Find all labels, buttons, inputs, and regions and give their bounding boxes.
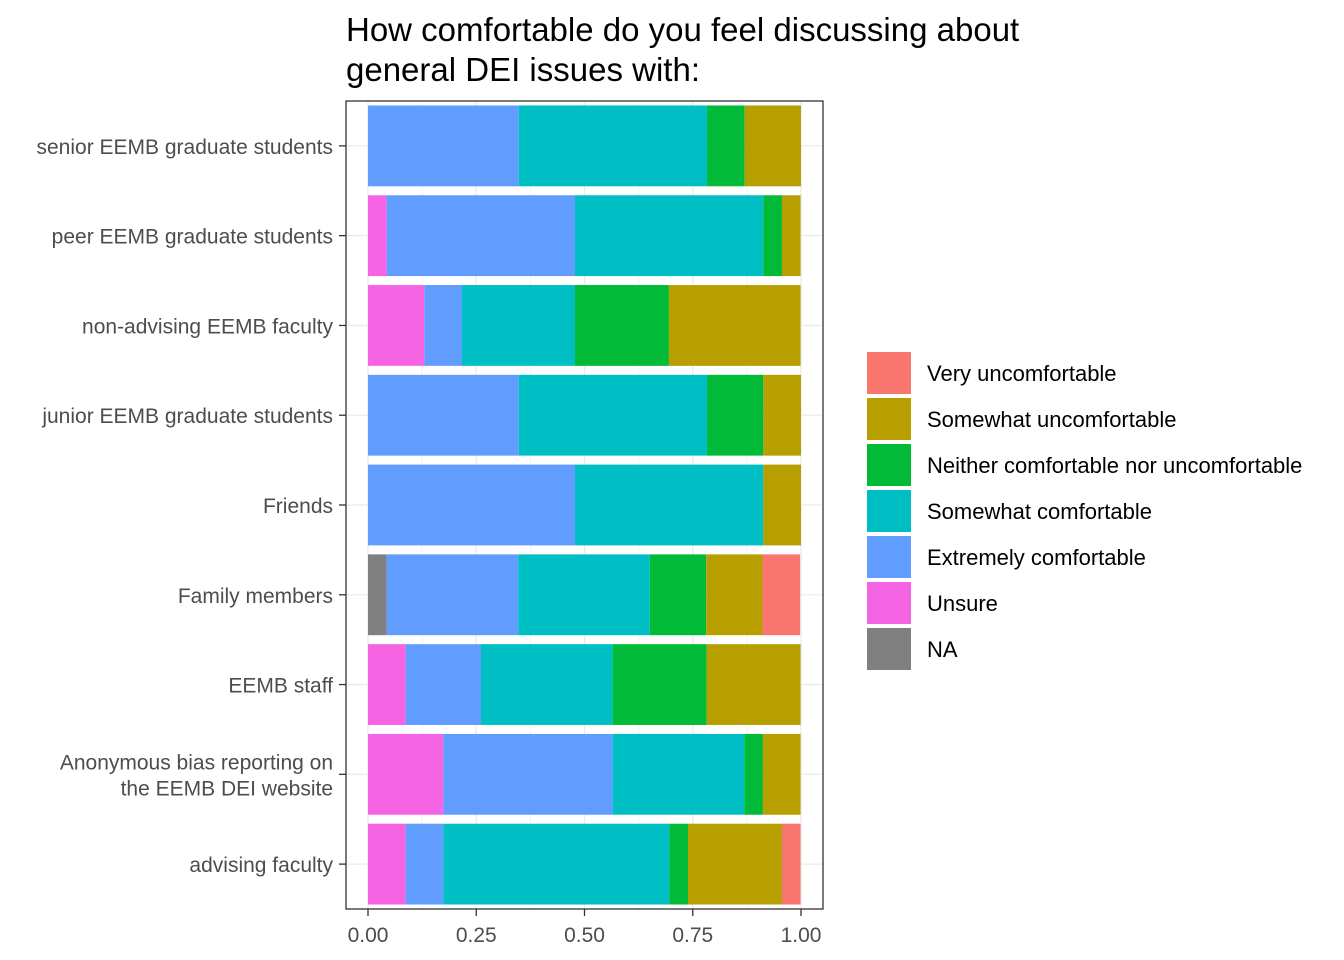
legend-key: [867, 398, 911, 440]
bar-segment: [744, 733, 763, 815]
bar-segment: [443, 823, 670, 905]
legend-label: Unsure: [927, 591, 998, 616]
y-tick-label: junior EEMB graduate students: [41, 405, 333, 428]
x-tick-label: 0.00: [348, 924, 389, 947]
legend-item: Extremely comfortable: [867, 535, 1337, 581]
legend-key: [867, 536, 911, 578]
legend-key: [867, 444, 911, 486]
bar-segment: [518, 554, 650, 636]
bar-segment: [368, 823, 406, 905]
bar-segment: [443, 733, 613, 815]
bar-segment: [687, 823, 782, 905]
bar-segment: [368, 374, 519, 456]
legend-label: Neither comfortable nor uncomfortable: [927, 453, 1303, 478]
bar-segment: [518, 105, 708, 187]
bar-segment: [368, 285, 425, 366]
x-tick-label: 0.25: [456, 924, 497, 947]
y-tick-label: Friends: [263, 495, 333, 518]
bar-segment: [518, 374, 708, 456]
legend-item: Very uncomfortable: [867, 351, 1337, 397]
bar-segment: [781, 823, 801, 905]
bar-segment: [612, 644, 707, 725]
x-tick-label: 0.75: [672, 924, 713, 947]
bar-segment: [368, 105, 519, 187]
bar-segment: [762, 733, 801, 815]
bar-segment: [706, 554, 763, 636]
chart-title-line-1: How comfortable do you feel discussing a…: [346, 11, 1020, 48]
bar-segment: [612, 733, 745, 815]
x-tick-label: 0.50: [564, 924, 605, 947]
bar-segment: [386, 554, 519, 636]
bar-segment: [368, 464, 575, 546]
bar-segment: [368, 554, 387, 636]
legend-key: [867, 628, 911, 670]
legend-label: Extremely comfortable: [927, 545, 1146, 570]
bar-segment: [386, 195, 575, 277]
y-tick-label: advising faculty: [189, 854, 333, 877]
chart-legend: Very uncomfortable Somewhat uncomfortable…: [867, 351, 1337, 673]
legend-item: Neither comfortable nor uncomfortable: [867, 443, 1337, 489]
bar-segment: [368, 733, 444, 815]
bar-segment: [424, 285, 462, 366]
bar-segment: [669, 823, 688, 905]
chart-title: How comfortable do you feel discussing a…: [346, 10, 1106, 90]
y-tick-label: Family members: [178, 585, 333, 608]
legend-key: [867, 582, 911, 624]
legend-label: Somewhat comfortable: [927, 499, 1152, 524]
bar-segment: [707, 374, 764, 456]
chart-title-line-2: general DEI issues with:: [346, 51, 700, 88]
bar-segment: [461, 285, 575, 366]
bar-segment: [405, 823, 444, 905]
y-tick-label: peer EEMB graduate students: [52, 226, 333, 249]
bar-segment: [762, 554, 801, 636]
legend-item: Somewhat uncomfortable: [867, 397, 1337, 443]
bar-segment: [707, 105, 745, 187]
bar-segment: [781, 195, 801, 277]
legend-label: Very uncomfortable: [927, 361, 1117, 386]
bar-segment: [668, 285, 801, 366]
bar-segment: [481, 644, 613, 725]
bar-segment: [763, 464, 801, 546]
y-tick-label: non-advising EEMB faculty: [82, 315, 333, 338]
bar-segment: [574, 464, 764, 546]
y-tick-label: EEMB staff: [228, 675, 333, 698]
bar-segment: [574, 195, 764, 277]
bar-segment: [744, 105, 801, 187]
legend-key: [867, 490, 911, 532]
legend-label: Somewhat uncomfortable: [927, 407, 1177, 432]
legend-key: [867, 352, 911, 394]
legend-label: NA: [927, 637, 958, 662]
bar-segment: [763, 374, 801, 456]
bar-segment: [368, 195, 387, 277]
y-tick-label: Anonymous bias reporting on: [60, 751, 333, 774]
bar-segment: [574, 285, 669, 366]
legend-item: NA: [867, 627, 1337, 673]
legend-item: Unsure: [867, 581, 1337, 627]
bar-segment: [405, 644, 482, 725]
y-tick-label: the EEMB DEI website: [121, 777, 333, 800]
bar-segment: [706, 644, 801, 725]
bar-segment: [649, 554, 707, 636]
bar-segment: [763, 195, 782, 277]
bar-segment: [368, 644, 406, 725]
x-tick-label: 1.00: [781, 924, 822, 947]
y-tick-label: senior EEMB graduate students: [36, 136, 333, 159]
legend-item: Somewhat comfortable: [867, 489, 1337, 535]
